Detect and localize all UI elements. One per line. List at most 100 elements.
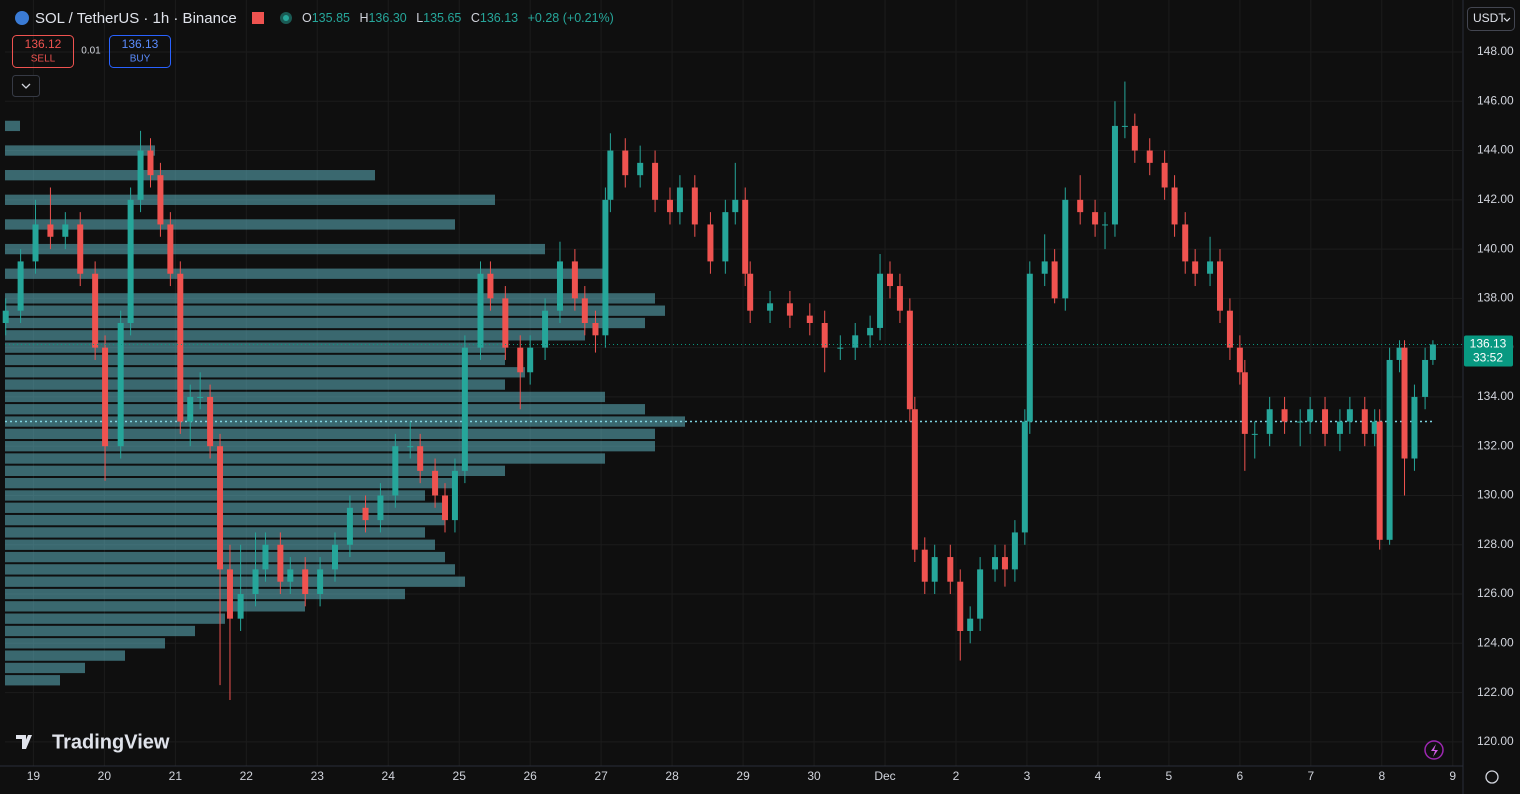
volume-profile-bar: [5, 465, 505, 476]
candle-body: [1422, 359, 1429, 397]
candle-body: [407, 446, 414, 448]
candle-body: [1051, 261, 1058, 299]
volume-profile-bar: [5, 662, 85, 674]
candle-body: [197, 396, 204, 398]
x-tick-label: 24: [382, 769, 396, 783]
flag-icon[interactable]: [252, 12, 264, 24]
candle-body: [992, 557, 999, 570]
volume-profile-bar: [5, 194, 495, 205]
volume-profile-bar: [5, 551, 445, 563]
candle-body: [77, 224, 84, 274]
candle-body: [167, 224, 174, 274]
candle-body: [117, 323, 124, 447]
candle-body: [602, 199, 609, 336]
candle-body: [1001, 557, 1008, 570]
volume-profile-bar: [5, 354, 505, 366]
x-tick-label: 29: [736, 769, 750, 783]
ohlc-value: 136.13: [480, 11, 518, 25]
volume-profile-bar: [5, 638, 165, 649]
candle-body: [287, 569, 294, 582]
candle-body: [1336, 421, 1343, 434]
y-tick-label: 144.00: [1477, 143, 1514, 157]
candle-body: [1026, 273, 1033, 422]
candle-body: [877, 273, 884, 328]
y-tick-label: 140.00: [1477, 241, 1514, 255]
y-tick-label: 120.00: [1477, 734, 1514, 748]
countdown-label: 33:52: [1473, 351, 1503, 365]
candle-body: [317, 569, 324, 595]
buy-button[interactable]: [109, 35, 171, 68]
volume-profile-bar: [5, 243, 545, 255]
sell-price: 136.12: [25, 37, 62, 51]
x-tick-label: 28: [665, 769, 679, 783]
x-tick-label: 6: [1237, 769, 1244, 783]
candle-body: [867, 327, 874, 336]
candle-body: [732, 199, 739, 213]
symbol-icon: [15, 11, 29, 25]
change-value: +0.28 (+0.21%): [528, 11, 614, 25]
x-tick-label: 2: [953, 769, 960, 783]
y-tick-label: 130.00: [1477, 488, 1514, 502]
candle-body: [527, 347, 534, 373]
candle-body: [392, 446, 399, 496]
candle-body: [1236, 347, 1243, 373]
volume-profile-bar: [5, 477, 455, 489]
candle-body: [821, 323, 828, 348]
volume-profile-bar: [5, 330, 585, 341]
candle-body: [277, 544, 284, 582]
collapse-button[interactable]: [12, 75, 40, 97]
candle-body: [432, 470, 439, 496]
candle-body: [417, 446, 424, 471]
candle-body: [17, 261, 24, 311]
x-tick-label: 23: [311, 769, 325, 783]
currency-selector[interactable]: [1467, 7, 1515, 31]
candle-body: [262, 544, 269, 570]
volume-profile-bar: [5, 342, 505, 353]
candle-body: [377, 495, 384, 521]
candle-body: [127, 199, 134, 324]
candle-body: [622, 150, 629, 176]
volume-profile-bar: [5, 613, 225, 624]
settings-icon[interactable]: [1485, 770, 1499, 784]
candle-body: [1322, 409, 1329, 434]
symbol-title[interactable]: SOL / TetherUS · 1h · Binance: [35, 10, 237, 27]
logo-text: TradingView: [52, 731, 170, 753]
candle-body: [137, 150, 144, 200]
x-tick-label: 5: [1166, 769, 1173, 783]
candle-body: [477, 273, 484, 348]
candle-body: [607, 150, 614, 200]
buy-price: 136.13: [122, 37, 159, 51]
candle-body: [592, 323, 599, 336]
candle-body: [1161, 162, 1168, 188]
volume-profile-bar: [5, 379, 505, 390]
logo-icon: [16, 735, 32, 749]
candle-body: [1346, 409, 1353, 422]
sell-button[interactable]: [12, 35, 74, 68]
candle-body: [911, 409, 918, 550]
candle-body: [1226, 310, 1233, 348]
volume-profile-bar: [5, 120, 20, 132]
volume-profile-bar: [5, 428, 655, 440]
candle-body: [157, 175, 164, 225]
candle-body: [1021, 421, 1028, 533]
ohlc-label: L: [416, 11, 423, 25]
candle-body: [1361, 409, 1368, 434]
volume-profile-bar: [5, 145, 155, 156]
candle-body: [207, 396, 214, 447]
y-tick-label: 124.00: [1477, 635, 1514, 649]
candle-body: [1146, 150, 1153, 163]
candle-body: [837, 347, 844, 349]
alert-icon[interactable]: [1424, 740, 1444, 760]
ohlc-values: O135.85 H136.30 L135.65 C136.13 +0.28 (+…: [302, 11, 614, 25]
candle-body: [1411, 396, 1418, 459]
candle-body: [1171, 187, 1178, 225]
sell-label: SELL: [31, 54, 56, 65]
candle-body: [786, 303, 793, 316]
candle-body: [906, 310, 913, 410]
candle-body: [177, 273, 184, 422]
x-tick-label: 21: [169, 769, 183, 783]
candle-body: [32, 224, 39, 262]
bolt-icon: [1431, 744, 1438, 757]
candle-body: [237, 594, 244, 619]
